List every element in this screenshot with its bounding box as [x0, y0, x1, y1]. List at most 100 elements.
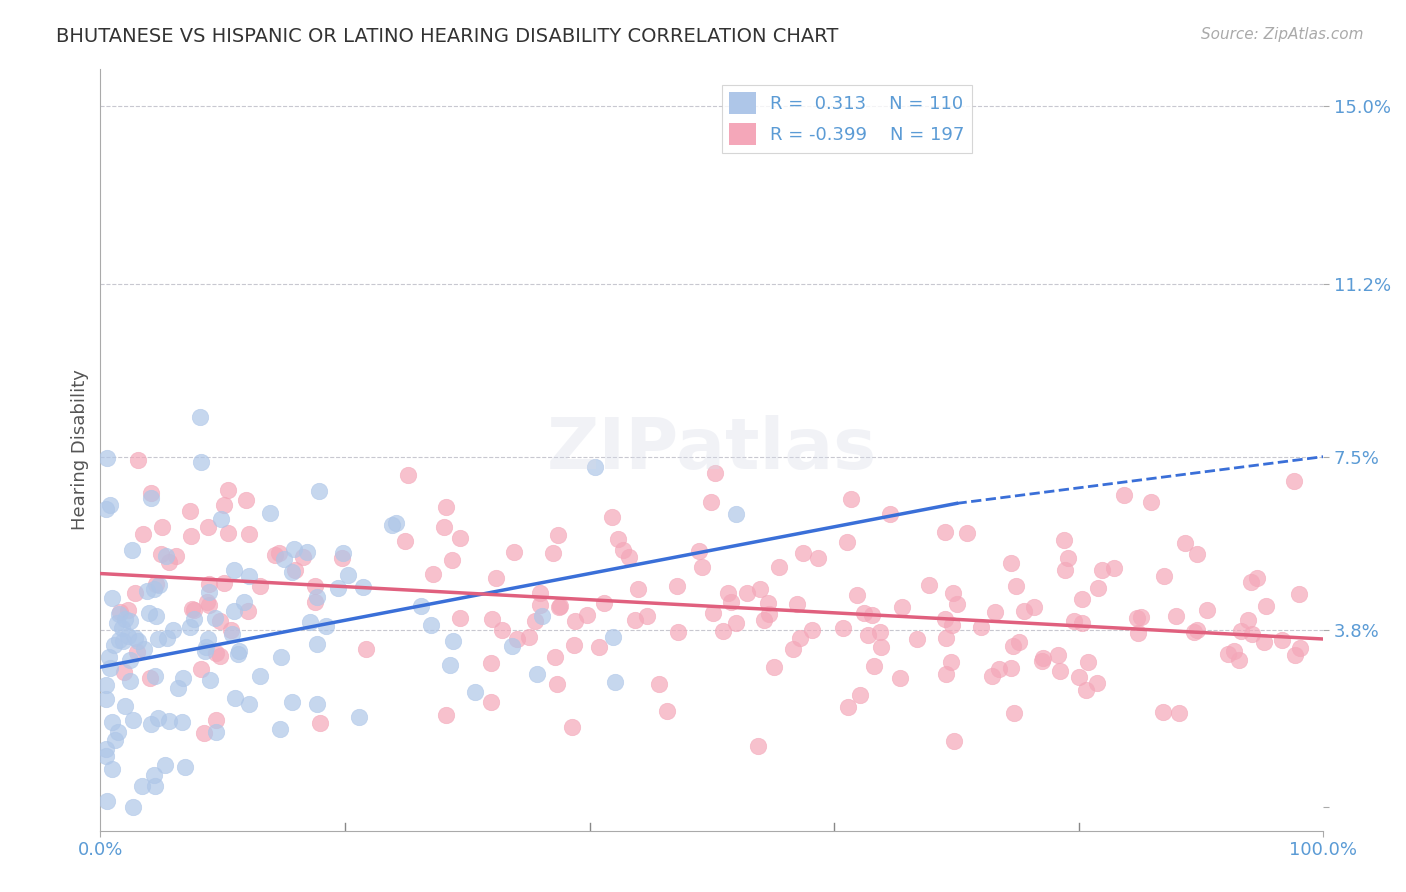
Point	[943, 734, 966, 748]
Point	[905, 632, 928, 646]
Point	[134, 642, 156, 657]
Point	[111, 622, 134, 636]
Point	[304, 579, 326, 593]
Point	[1031, 654, 1053, 668]
Point	[1129, 610, 1152, 624]
Point	[832, 622, 855, 636]
Point	[204, 611, 226, 625]
Point	[720, 595, 742, 609]
Point	[114, 612, 136, 626]
Point	[142, 582, 165, 597]
Point	[96, 691, 118, 706]
Point	[205, 725, 228, 739]
Point	[209, 615, 232, 629]
Point	[409, 599, 432, 614]
Point	[984, 605, 1007, 619]
Point	[1253, 634, 1275, 648]
Point	[422, 566, 444, 581]
Point	[1182, 625, 1205, 640]
Point	[956, 525, 979, 540]
Point	[120, 673, 142, 688]
Point	[238, 526, 260, 541]
Point	[807, 550, 830, 565]
Point	[583, 459, 606, 474]
Point	[786, 597, 808, 611]
Point	[283, 542, 305, 557]
Legend: R =  0.313    N = 110, R = -0.399    N = 197: R = 0.313 N = 110, R = -0.399 N = 197	[721, 85, 972, 153]
Point	[935, 631, 957, 645]
Point	[690, 560, 713, 574]
Point	[1024, 599, 1046, 614]
Point	[717, 585, 740, 599]
Point	[479, 695, 502, 709]
Point	[96, 794, 118, 808]
Point	[308, 483, 330, 498]
Point	[1053, 533, 1076, 547]
Point	[236, 604, 259, 618]
Point	[792, 546, 814, 560]
Point	[352, 580, 374, 594]
Point	[219, 623, 242, 637]
Point	[162, 623, 184, 637]
Point	[349, 710, 371, 724]
Point	[332, 546, 354, 560]
Point	[479, 657, 502, 671]
Point	[491, 624, 513, 638]
Point	[394, 533, 416, 548]
Point	[157, 714, 180, 728]
Point	[221, 627, 243, 641]
Point	[295, 544, 318, 558]
Point	[441, 633, 464, 648]
Point	[98, 499, 121, 513]
Point	[124, 586, 146, 600]
Point	[1057, 551, 1080, 566]
Point	[1126, 611, 1149, 625]
Point	[763, 660, 786, 674]
Point	[226, 648, 249, 662]
Point	[356, 642, 378, 657]
Point	[337, 568, 360, 582]
Point	[205, 713, 228, 727]
Point	[249, 669, 271, 683]
Point	[942, 586, 965, 600]
Point	[502, 544, 524, 558]
Point	[1227, 652, 1250, 666]
Point	[1008, 635, 1031, 649]
Point	[232, 595, 254, 609]
Point	[172, 672, 194, 686]
Point	[756, 596, 779, 610]
Point	[209, 512, 232, 526]
Point	[148, 578, 170, 592]
Point	[987, 662, 1010, 676]
Point	[481, 612, 503, 626]
Point	[517, 630, 540, 644]
Point	[529, 598, 551, 612]
Point	[179, 504, 201, 518]
Point	[735, 585, 758, 599]
Point	[114, 699, 136, 714]
Point	[222, 564, 245, 578]
Point	[617, 550, 640, 565]
Point	[606, 532, 628, 546]
Point	[1240, 626, 1263, 640]
Text: ZIPatlas: ZIPatlas	[547, 415, 877, 484]
Point	[150, 520, 173, 534]
Point	[108, 632, 131, 647]
Point	[396, 468, 419, 483]
Point	[592, 596, 614, 610]
Point	[1167, 706, 1189, 720]
Point	[1114, 488, 1136, 502]
Point	[183, 612, 205, 626]
Point	[195, 595, 218, 609]
Point	[946, 597, 969, 611]
Point	[941, 618, 963, 632]
Point	[860, 608, 883, 623]
Point	[1240, 575, 1263, 590]
Point	[150, 547, 173, 561]
Point	[181, 602, 204, 616]
Point	[228, 644, 250, 658]
Point	[146, 632, 169, 647]
Point	[699, 495, 721, 509]
Point	[546, 676, 568, 690]
Point	[1140, 495, 1163, 509]
